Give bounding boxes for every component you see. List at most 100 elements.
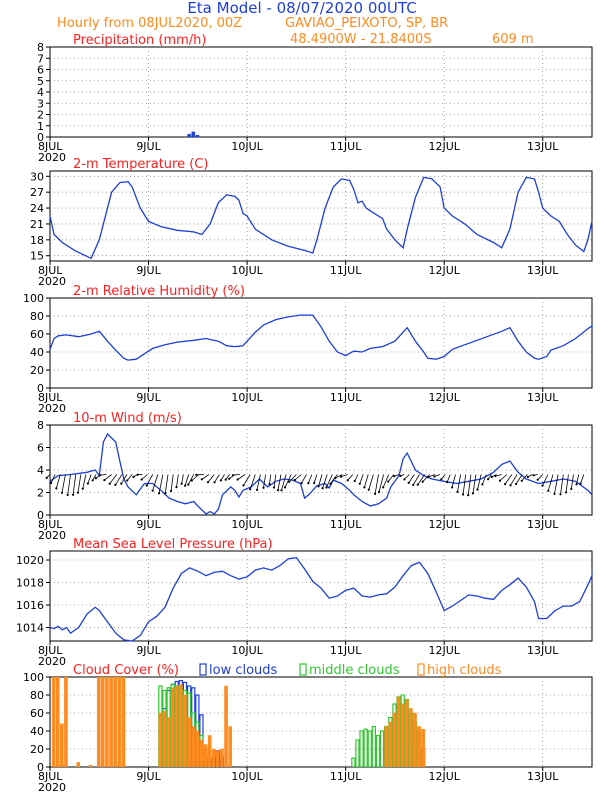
wind-arrow-head xyxy=(255,488,259,491)
precip-ytick-label: 8 xyxy=(37,41,44,54)
wind-arrow xyxy=(326,474,333,488)
cloud-bar xyxy=(170,687,175,767)
mslp-xtick-label: 13JUL xyxy=(527,644,559,657)
rh-ytick-label: 100 xyxy=(23,292,44,305)
temp-xtick-label: 13JUL xyxy=(527,264,559,277)
wind-arrow xyxy=(284,474,292,488)
wind-arrow-head xyxy=(487,478,490,481)
precip-ytick-label: 2 xyxy=(37,109,44,122)
cloud-ytick-label: 100 xyxy=(23,671,44,684)
cloud-bar xyxy=(162,710,167,767)
precip-bar xyxy=(191,131,196,137)
wind-arrow-head xyxy=(440,478,443,481)
wind-arrow-head xyxy=(358,482,361,485)
cloud-bar xyxy=(117,677,122,767)
cloud-bar xyxy=(388,721,393,767)
wind-arrow xyxy=(263,474,266,488)
cloud-xtick-label: 9JUL xyxy=(136,770,161,783)
cloud-bar xyxy=(96,677,101,767)
wind-arrow-head xyxy=(393,475,396,478)
wind-arrow-head xyxy=(184,484,187,487)
wind-arrow-head xyxy=(206,481,210,484)
cloud-bar xyxy=(55,677,60,767)
wind-xtick-label: 12JUL xyxy=(428,518,460,531)
wind-arrows xyxy=(45,473,585,497)
cloud-title: Cloud Cover (%) xyxy=(73,663,179,678)
wind-arrow-head xyxy=(532,474,535,477)
wind-ytick-label: 4 xyxy=(37,464,44,477)
wind-arrow xyxy=(269,474,272,485)
wind-arrow xyxy=(115,474,123,486)
cloud-bar xyxy=(379,730,385,767)
wind-arrow-head xyxy=(219,479,222,482)
wind-arrow-head xyxy=(50,481,53,484)
mslp-ytick-label: 1020 xyxy=(16,554,44,567)
precip-year-label: 2020 xyxy=(38,151,66,164)
wind-arrow-head xyxy=(541,484,544,487)
temp-ytick-label: 27 xyxy=(30,186,44,199)
wind-title: 10-m Wind (m/s) xyxy=(73,411,182,426)
wind-xtick-label: 8JUL xyxy=(38,518,63,531)
wind-arrow-head xyxy=(190,479,193,482)
rh-ytick-label: 20 xyxy=(30,364,44,377)
wind-arrow-head xyxy=(504,483,507,486)
wind-arrow xyxy=(408,474,415,484)
wind-arrow-head xyxy=(140,478,143,481)
wind-arrow-head xyxy=(481,483,484,486)
wind-arrow-head xyxy=(570,487,573,490)
precip-bars xyxy=(187,131,200,137)
wind-arrow xyxy=(462,474,467,495)
wind-arrow xyxy=(521,474,528,482)
precip-ytick-label: 1 xyxy=(37,120,44,133)
temp-ytick-label: 24 xyxy=(30,202,44,215)
cloud-bar xyxy=(166,717,171,767)
wind-arrow xyxy=(404,474,410,480)
mslp-xtick-label: 11JUL xyxy=(330,644,362,657)
wind-arrow-head xyxy=(317,485,320,488)
wind-arrow-head xyxy=(329,482,332,485)
wind-arrow xyxy=(99,474,107,476)
wind-arrow-head xyxy=(236,478,239,481)
precip-ytick-label: 6 xyxy=(37,64,44,77)
rh-xtick-label: 12JUL xyxy=(428,391,460,404)
cloud-bar xyxy=(409,708,413,767)
mslp-xtick-label: 9JUL xyxy=(136,644,161,657)
wind-arrow xyxy=(428,474,436,478)
wind-arrow-head xyxy=(382,486,385,489)
cloud-bar xyxy=(228,726,232,767)
precip-bar xyxy=(187,133,191,137)
cloud-bar xyxy=(367,730,372,767)
precip-xtick-label: 11JUL xyxy=(330,140,362,153)
cloud-bar xyxy=(224,685,228,767)
wind-year-label: 2020 xyxy=(38,529,66,542)
wind-arrow xyxy=(378,474,384,493)
rh-xtick-label: 11JUL xyxy=(330,391,362,404)
wind-arrow-head xyxy=(98,474,101,477)
temp-title: 2-m Temperature (C) xyxy=(73,157,208,172)
wind-arrow-head xyxy=(367,488,370,491)
wind-arrow-head xyxy=(565,491,568,494)
wind-arrow-head xyxy=(231,474,235,477)
wind-arrow-head xyxy=(334,477,337,480)
wind-xtick-label: 11JUL xyxy=(330,518,362,531)
wind-arrow-head xyxy=(288,480,291,483)
wind-arrow xyxy=(330,474,338,485)
cloud-bar xyxy=(88,764,93,767)
wind-arrow xyxy=(243,474,251,486)
cloud-panel: 0 20 40 60 80 100 8JUL 9JUL 10JUL 11JUL 12JUL 13JUL… xyxy=(23,663,593,792)
mslp-panel: 1014 1016 1018 1020 8JUL 9JUL 10JUL 11JUL 12JUL 1… xyxy=(16,537,593,668)
cloud-bar xyxy=(203,744,208,767)
wind-ytick-label: 2 xyxy=(37,487,44,500)
wind-arrow xyxy=(249,474,256,490)
cloud-bar xyxy=(371,725,376,767)
wind-arrow xyxy=(50,474,56,484)
wind-arrow-head xyxy=(262,486,265,489)
wind-arrow xyxy=(364,474,369,488)
wind-arrow xyxy=(181,474,184,484)
wind-arrow-head xyxy=(325,486,328,489)
cloud-bar xyxy=(400,703,405,767)
wind-arrow xyxy=(308,474,313,484)
wind-arrow-head xyxy=(293,478,296,482)
chart-title: Eta Model - 08/07/2020 00UTC xyxy=(187,0,416,17)
